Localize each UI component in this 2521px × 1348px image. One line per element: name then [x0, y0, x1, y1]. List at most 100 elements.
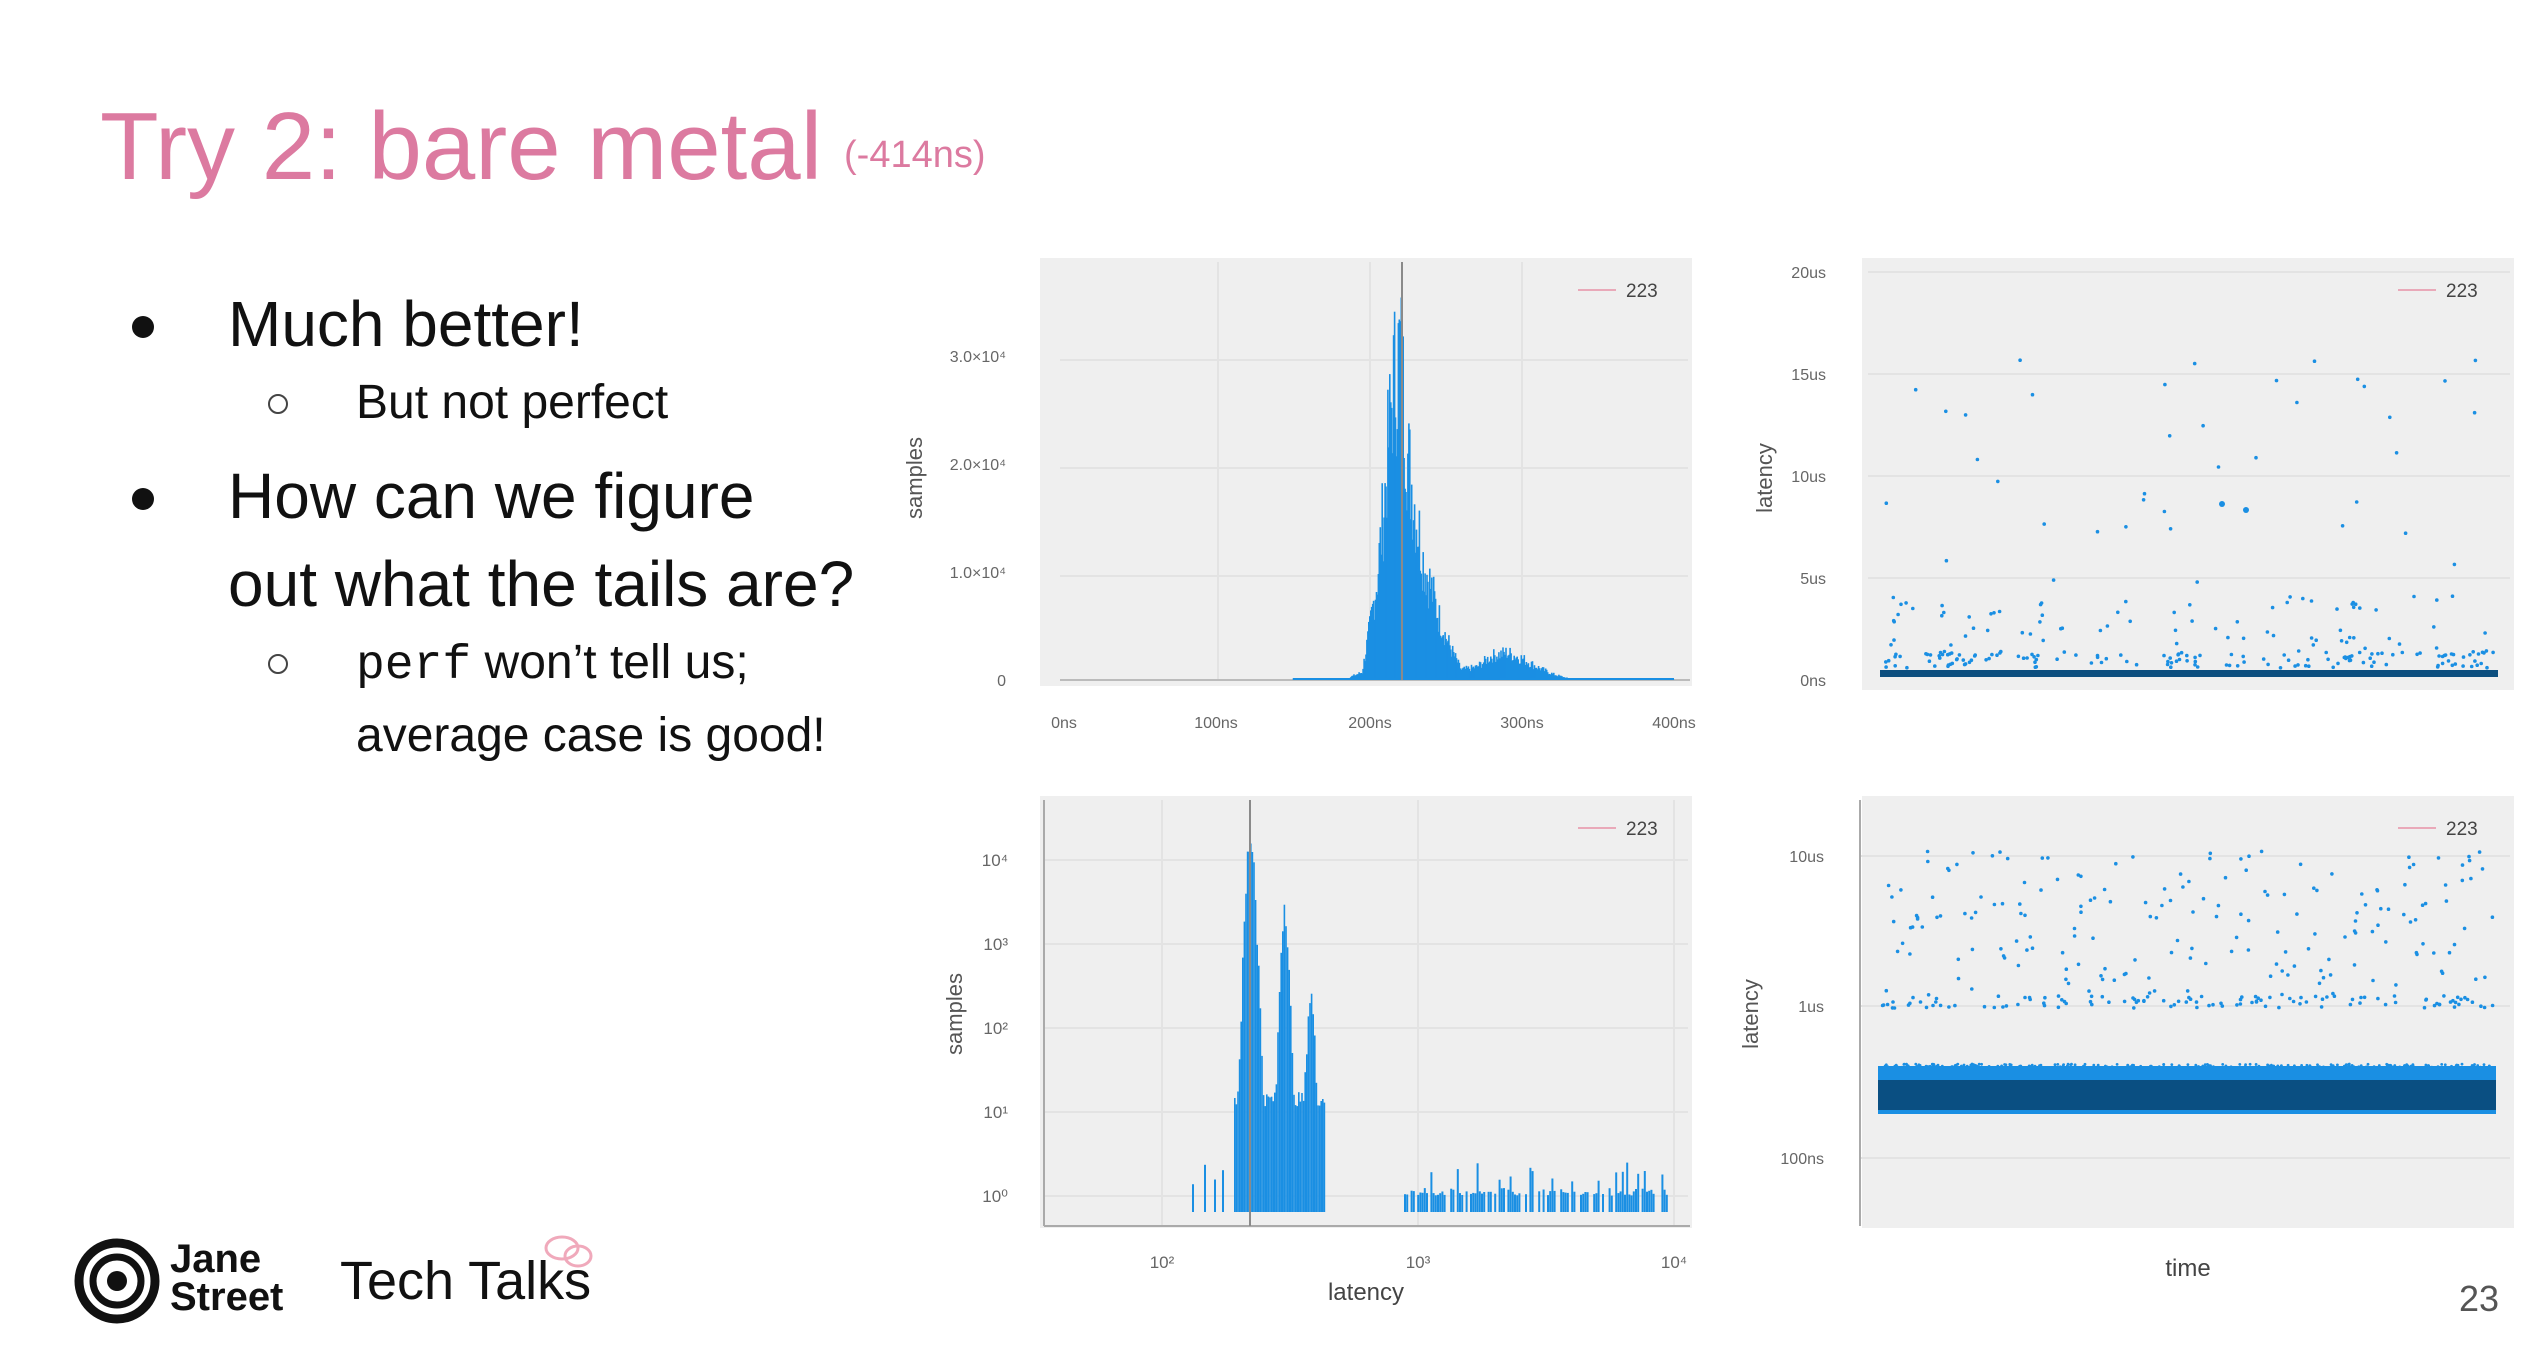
scatter-point — [2286, 658, 2291, 662]
scatter-point — [2304, 1000, 2309, 1004]
histogram-bar — [1484, 658, 1487, 680]
histogram-bar — [1419, 1192, 1422, 1212]
scatter-point — [2450, 663, 2455, 668]
histogram-bar — [1444, 632, 1446, 680]
histogram-bar — [1390, 407, 1393, 680]
scatter-point — [2154, 916, 2159, 920]
scatter-point — [1973, 653, 1977, 657]
scatter-point — [1962, 662, 1967, 667]
sub-bullet-circle — [268, 394, 288, 414]
dense-band-core — [1878, 1080, 2496, 1110]
scatter-point — [2195, 1005, 2199, 1010]
scatter-point — [1990, 854, 1995, 858]
scatter-point — [2060, 950, 2065, 955]
brand-name: Jane Street — [170, 1239, 283, 1317]
scatter-point — [2169, 1004, 2173, 1009]
scatter-point — [2194, 1000, 2199, 1004]
scatter-point — [2207, 1003, 2211, 1008]
histogram-bar — [1238, 1059, 1241, 1212]
legend-label: 223 — [2446, 281, 2478, 302]
speech-bubble-icon — [544, 1235, 593, 1268]
scatter-point — [2327, 957, 2331, 962]
scatter-point — [1942, 649, 1947, 654]
scatter-point — [2131, 855, 2135, 859]
histogram-bar — [1602, 1194, 1604, 1212]
scatter-point — [2072, 934, 2077, 938]
histogram-bar — [1518, 1193, 1521, 1212]
scatter-point — [2405, 1063, 2409, 1066]
scatter-point — [2018, 358, 2022, 363]
sub-bullet-circle — [268, 654, 288, 674]
scatter-point — [2491, 650, 2495, 655]
scatter-point — [2172, 610, 2176, 615]
scatter-point — [2306, 657, 2310, 662]
histogram-bar — [1446, 642, 1448, 680]
scatter-point — [2241, 654, 2245, 659]
histogram-bar — [1405, 492, 1407, 680]
scatter-point — [2473, 659, 2477, 663]
histogram-bar — [1397, 323, 1400, 680]
scatter-point — [1908, 952, 1912, 956]
scatter-point — [2358, 606, 2362, 610]
histogram-bar — [1559, 675, 1561, 680]
scatter-point — [2407, 865, 2412, 870]
scatter-point — [2352, 963, 2357, 967]
histogram-bar — [1646, 1191, 1648, 1212]
scatter-point — [2392, 994, 2397, 998]
histogram-bar — [1290, 1005, 1292, 1212]
scatter-point — [1944, 409, 1948, 414]
histogram-bar — [1418, 510, 1421, 680]
scatter-point — [2265, 893, 2270, 897]
scatter-point — [2229, 652, 2234, 657]
scatter-point — [2352, 636, 2356, 640]
scatter-point — [2374, 608, 2378, 612]
scatter-point — [2263, 1004, 2268, 1009]
scatter-point — [2451, 652, 2456, 657]
y-axis-label: samples — [902, 437, 927, 519]
scatter-point — [2088, 898, 2093, 902]
sub-bullet-2-text: won’t tell us; — [471, 636, 749, 689]
histogram-bar — [1546, 672, 1549, 680]
slide-title: Try 2: bare metal (-414ns) — [100, 92, 986, 202]
histogram-bar — [1510, 653, 1512, 680]
scatter-point — [1980, 1062, 1983, 1066]
scatter-point — [2394, 451, 2399, 455]
x-tick-label: 200ns — [1348, 715, 1392, 732]
scatter-point — [1918, 1000, 1923, 1004]
scatter-point — [2358, 1001, 2362, 1005]
histogram-bar — [1406, 510, 1408, 680]
scatter-point — [2107, 1000, 2111, 1004]
scatter-point — [2193, 655, 2197, 660]
scatter-point — [2185, 659, 2189, 663]
histogram-bar — [1457, 659, 1460, 680]
histogram-bar — [1542, 1189, 1545, 1212]
scatter-point — [2238, 997, 2243, 1002]
scatter-point — [2019, 911, 2023, 916]
scatter-point — [2099, 660, 2104, 665]
scatter-point — [2175, 938, 2180, 943]
histogram-bar — [1474, 665, 1477, 680]
scatter-point — [2351, 600, 2355, 605]
scatter-point — [1973, 910, 1978, 915]
scatter-point — [2105, 624, 2110, 628]
scatter-point — [1895, 949, 1900, 954]
scatter-point — [1942, 610, 1946, 615]
scatter-point — [2330, 872, 2334, 876]
scatter-point — [1884, 988, 1889, 993]
scatter-point — [2030, 652, 2034, 657]
scatter-point — [2340, 524, 2345, 528]
scatter-point — [2460, 878, 2465, 883]
scatter-point — [2331, 665, 2335, 670]
scatter-point — [2102, 887, 2107, 892]
histogram-bar — [1390, 402, 1392, 680]
scatter-point — [2443, 379, 2447, 383]
scatter-point — [1961, 658, 1966, 662]
scatter-point — [2443, 653, 2448, 657]
scatter-point — [2320, 997, 2325, 1001]
histogram-bar — [1554, 675, 1556, 680]
scatter-point — [2350, 997, 2355, 1002]
histogram-bar — [1355, 674, 1357, 680]
scatter-point — [2043, 995, 2047, 1000]
scatter-point — [2259, 998, 2263, 1002]
scatter-point — [2370, 652, 2374, 656]
